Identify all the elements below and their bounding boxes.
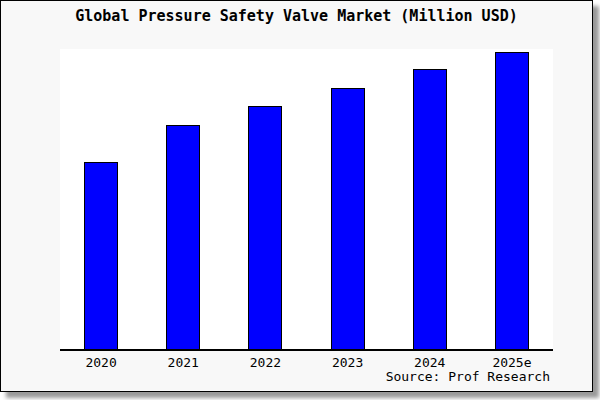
bar-slot <box>224 49 306 349</box>
x-tick-label-2024: 2024 <box>389 355 471 370</box>
x-tick-label-2022: 2022 <box>224 355 306 370</box>
bar-2025e <box>495 52 529 349</box>
x-tick-label-2023: 2023 <box>307 355 389 370</box>
bars-container <box>60 49 553 349</box>
bar-slot <box>60 49 142 349</box>
chart-card: Global Pressure Safety Valve Market (Mil… <box>0 0 593 392</box>
bar-2024 <box>413 69 447 349</box>
x-tick-label-2020: 2020 <box>60 355 142 370</box>
bar-slot <box>389 49 471 349</box>
x-axis-labels: 202020212022202320242025e <box>60 355 553 370</box>
bar-2021 <box>166 125 200 349</box>
x-tick-label-2025e: 2025e <box>471 355 553 370</box>
bar-slot <box>471 49 553 349</box>
source-note: Source: Prof Research <box>386 369 550 384</box>
bar-slot <box>307 49 389 349</box>
chart-title: Global Pressure Safety Valve Market (Mil… <box>1 7 592 25</box>
plot-area <box>60 49 553 351</box>
bar-slot <box>142 49 224 349</box>
x-tick-label-2021: 2021 <box>142 355 224 370</box>
bar-2022 <box>248 106 282 349</box>
bar-2020 <box>84 162 118 349</box>
bar-2023 <box>331 88 365 349</box>
